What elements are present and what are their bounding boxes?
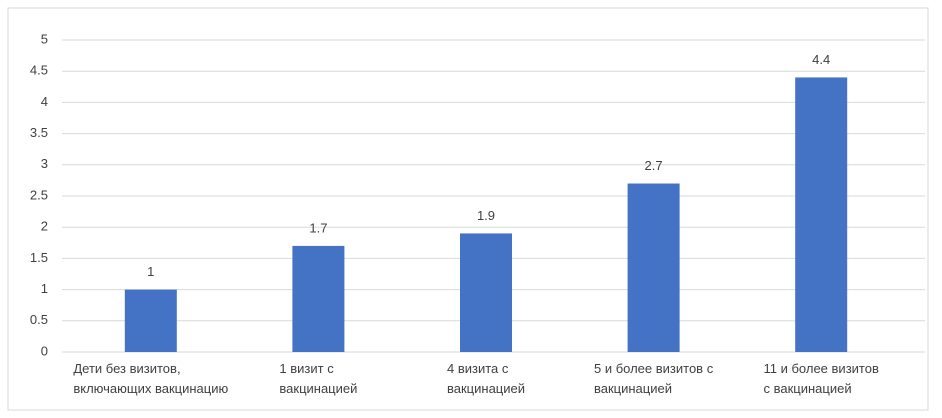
y-tick-label: 2 <box>41 219 48 234</box>
x-tick-label: 5 и более визитов с вакцинацией <box>594 361 714 396</box>
y-tick-label: 4.5 <box>30 63 48 78</box>
y-tick-label: 4 <box>41 94 48 109</box>
x-tick-label: Дети без визитов, включающих вакцинацию <box>73 361 228 396</box>
x-tick-label: 11 и более визитов с вакцинацией <box>764 361 879 396</box>
y-tick-label: 0.5 <box>30 312 48 327</box>
value-label: 1.9 <box>477 208 495 223</box>
x-tick-label: 1 визит с вакцинацией <box>279 361 357 396</box>
y-tick-label: 0 <box>41 343 48 358</box>
bar <box>124 289 177 352</box>
y-tick-label: 3.5 <box>30 125 48 140</box>
value-label: 1.7 <box>309 220 327 235</box>
x-tick-label: 4 визита с вакцинацией <box>447 361 525 396</box>
bar <box>460 233 512 352</box>
y-tick-label: 1 <box>41 281 48 296</box>
value-label: 1 <box>147 264 154 279</box>
y-tick-label: 5 <box>41 31 48 46</box>
value-label: 4.4 <box>812 52 830 67</box>
y-tick-label: 1.5 <box>30 250 48 265</box>
bar <box>292 245 345 352</box>
value-label: 2.7 <box>645 158 663 173</box>
bar <box>627 183 680 352</box>
y-tick-label: 3 <box>41 156 48 171</box>
y-tick-label: 2.5 <box>30 187 48 202</box>
bar <box>795 77 848 352</box>
